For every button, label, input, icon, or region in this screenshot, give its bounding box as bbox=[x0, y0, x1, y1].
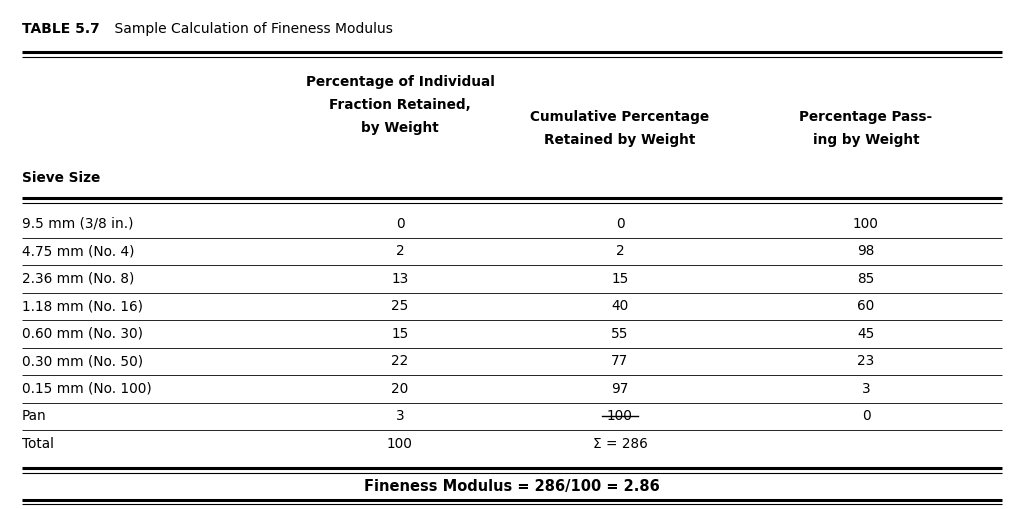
Text: 2: 2 bbox=[615, 244, 625, 258]
Text: 3: 3 bbox=[395, 409, 404, 423]
Text: 20: 20 bbox=[391, 382, 409, 396]
Text: 100: 100 bbox=[607, 409, 633, 423]
Text: 2.36 mm (No. 8): 2.36 mm (No. 8) bbox=[22, 272, 134, 286]
Text: 2: 2 bbox=[395, 244, 404, 258]
Text: 100: 100 bbox=[387, 437, 413, 451]
Text: Pan: Pan bbox=[22, 409, 47, 423]
Text: Percentage of Individual: Percentage of Individual bbox=[305, 75, 495, 89]
Text: 0: 0 bbox=[615, 217, 625, 231]
Text: Percentage Pass-: Percentage Pass- bbox=[800, 110, 933, 124]
Text: 97: 97 bbox=[611, 382, 629, 396]
Text: Σ = 286: Σ = 286 bbox=[593, 437, 647, 451]
Text: 100: 100 bbox=[853, 217, 879, 231]
Text: 60: 60 bbox=[857, 299, 874, 313]
Text: ing by Weight: ing by Weight bbox=[813, 133, 920, 147]
Text: 23: 23 bbox=[857, 354, 874, 368]
Text: Fraction Retained,: Fraction Retained, bbox=[329, 98, 471, 112]
Text: 3: 3 bbox=[861, 382, 870, 396]
Text: 55: 55 bbox=[611, 327, 629, 341]
Text: 0.15 mm (No. 100): 0.15 mm (No. 100) bbox=[22, 382, 152, 396]
Text: 9.5 mm (3/8 in.): 9.5 mm (3/8 in.) bbox=[22, 217, 133, 231]
Text: Cumulative Percentage: Cumulative Percentage bbox=[530, 110, 710, 124]
Text: Fineness Modulus = 286/100 = 2.86: Fineness Modulus = 286/100 = 2.86 bbox=[365, 479, 659, 494]
Text: 40: 40 bbox=[611, 299, 629, 313]
Text: by Weight: by Weight bbox=[361, 121, 439, 135]
Text: Sample Calculation of Fineness Modulus: Sample Calculation of Fineness Modulus bbox=[97, 22, 393, 36]
Text: 45: 45 bbox=[857, 327, 874, 341]
Text: 15: 15 bbox=[391, 327, 409, 341]
Text: 13: 13 bbox=[391, 272, 409, 286]
Text: 0: 0 bbox=[395, 217, 404, 231]
Text: Retained by Weight: Retained by Weight bbox=[545, 133, 695, 147]
Text: 15: 15 bbox=[611, 272, 629, 286]
Text: 0: 0 bbox=[861, 409, 870, 423]
Text: 0.30 mm (No. 50): 0.30 mm (No. 50) bbox=[22, 354, 143, 368]
Text: 22: 22 bbox=[391, 354, 409, 368]
Text: Total: Total bbox=[22, 437, 54, 451]
Text: Sieve Size: Sieve Size bbox=[22, 171, 100, 185]
Text: 4.75 mm (No. 4): 4.75 mm (No. 4) bbox=[22, 244, 134, 258]
Text: 1.18 mm (No. 16): 1.18 mm (No. 16) bbox=[22, 299, 143, 313]
Text: 85: 85 bbox=[857, 272, 874, 286]
Text: 25: 25 bbox=[391, 299, 409, 313]
Text: 77: 77 bbox=[611, 354, 629, 368]
Text: TABLE 5.7: TABLE 5.7 bbox=[22, 22, 99, 36]
Text: 98: 98 bbox=[857, 244, 874, 258]
Text: 0.60 mm (No. 30): 0.60 mm (No. 30) bbox=[22, 327, 143, 341]
